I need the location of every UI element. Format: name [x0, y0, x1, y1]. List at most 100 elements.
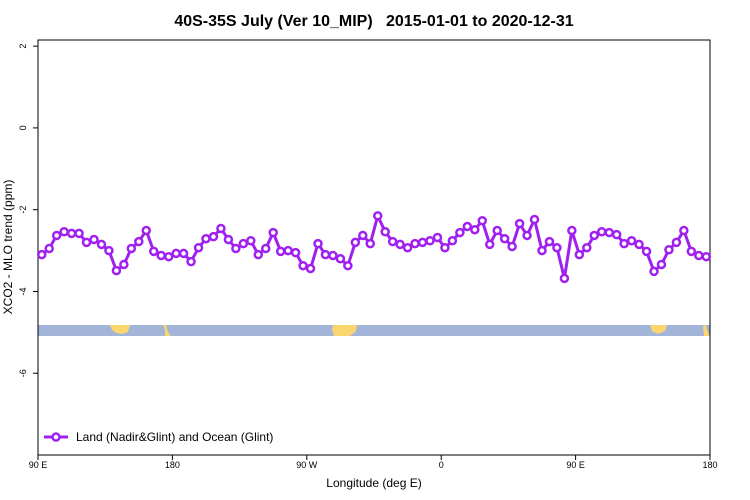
point — [649, 266, 659, 277]
land — [163, 325, 171, 336]
legend-marker — [51, 432, 61, 442]
point — [201, 233, 211, 244]
point — [537, 245, 547, 256]
point — [216, 223, 226, 234]
point — [246, 236, 256, 246]
point — [552, 242, 562, 253]
land-strip — [38, 325, 710, 336]
point — [619, 238, 629, 249]
point — [134, 236, 144, 247]
x-tick-label: 90 W — [296, 460, 318, 470]
point — [671, 237, 682, 248]
point — [104, 245, 114, 256]
point — [656, 259, 667, 270]
point — [477, 215, 488, 226]
point — [96, 239, 107, 250]
point — [679, 225, 689, 236]
point — [604, 227, 614, 238]
point — [223, 234, 234, 245]
point — [268, 227, 278, 238]
point — [119, 259, 129, 270]
point — [447, 236, 458, 246]
point — [417, 237, 428, 248]
ocean-band — [38, 325, 710, 336]
point — [231, 243, 241, 254]
y-tick-label: 0 — [18, 125, 28, 130]
point — [74, 228, 84, 239]
x-tick-label: 180 — [702, 460, 717, 470]
point — [559, 273, 570, 284]
point — [484, 239, 495, 250]
point — [141, 225, 152, 236]
point — [425, 236, 435, 246]
y-tick-label: -4 — [18, 287, 28, 295]
point — [81, 237, 92, 248]
point — [298, 260, 308, 271]
point — [365, 238, 376, 249]
point — [208, 231, 219, 242]
x-axis-label: Longitude (deg E) — [326, 476, 421, 490]
point — [36, 249, 47, 260]
point — [163, 251, 174, 262]
point — [44, 243, 54, 254]
point — [305, 263, 316, 274]
point — [470, 224, 480, 235]
point — [529, 214, 540, 225]
point — [596, 227, 607, 237]
point — [567, 225, 577, 236]
point — [186, 256, 196, 267]
point — [634, 239, 644, 250]
point — [440, 242, 450, 253]
x-tick-label: 90 E — [29, 460, 48, 470]
point — [156, 250, 166, 261]
point — [664, 244, 674, 255]
point — [380, 227, 390, 237]
point — [387, 236, 398, 247]
point — [492, 225, 502, 236]
point — [626, 236, 637, 246]
point — [126, 243, 137, 254]
point — [499, 233, 510, 244]
x-tick-label: 0 — [439, 460, 444, 470]
y-axis-label: XCO2 - MLO trend (ppm) — [1, 180, 15, 315]
y-tick-label: -2 — [18, 206, 28, 214]
point — [522, 230, 532, 241]
land — [110, 325, 130, 334]
point — [89, 234, 99, 245]
point — [372, 211, 383, 221]
legend-label: Land (Nadir&Glint) and Ocean (Glint) — [76, 430, 273, 444]
plot-frame — [37, 39, 711, 456]
series-line — [40, 211, 707, 279]
point — [238, 238, 249, 249]
point — [455, 227, 465, 238]
point — [253, 249, 264, 260]
point — [111, 265, 122, 276]
y-tick-label: 2 — [18, 44, 28, 49]
point — [66, 228, 77, 239]
point — [574, 249, 585, 260]
point — [193, 242, 204, 253]
land — [332, 325, 357, 336]
point — [275, 246, 286, 257]
point — [694, 250, 704, 261]
point — [260, 243, 271, 254]
point — [178, 248, 189, 259]
point — [320, 249, 331, 260]
land — [650, 325, 667, 334]
point — [582, 242, 592, 253]
point — [328, 250, 338, 261]
point — [544, 236, 555, 247]
point — [462, 221, 473, 232]
point — [148, 246, 159, 257]
point — [410, 238, 420, 249]
point — [514, 218, 525, 229]
point — [59, 227, 69, 237]
point — [686, 246, 697, 257]
point — [701, 251, 712, 262]
land — [703, 325, 710, 336]
point — [343, 260, 353, 271]
chart-title: 40S-35S July (Ver 10_MIP) 2015-01-01 to … — [174, 13, 573, 30]
point — [313, 238, 323, 249]
point — [290, 247, 301, 258]
